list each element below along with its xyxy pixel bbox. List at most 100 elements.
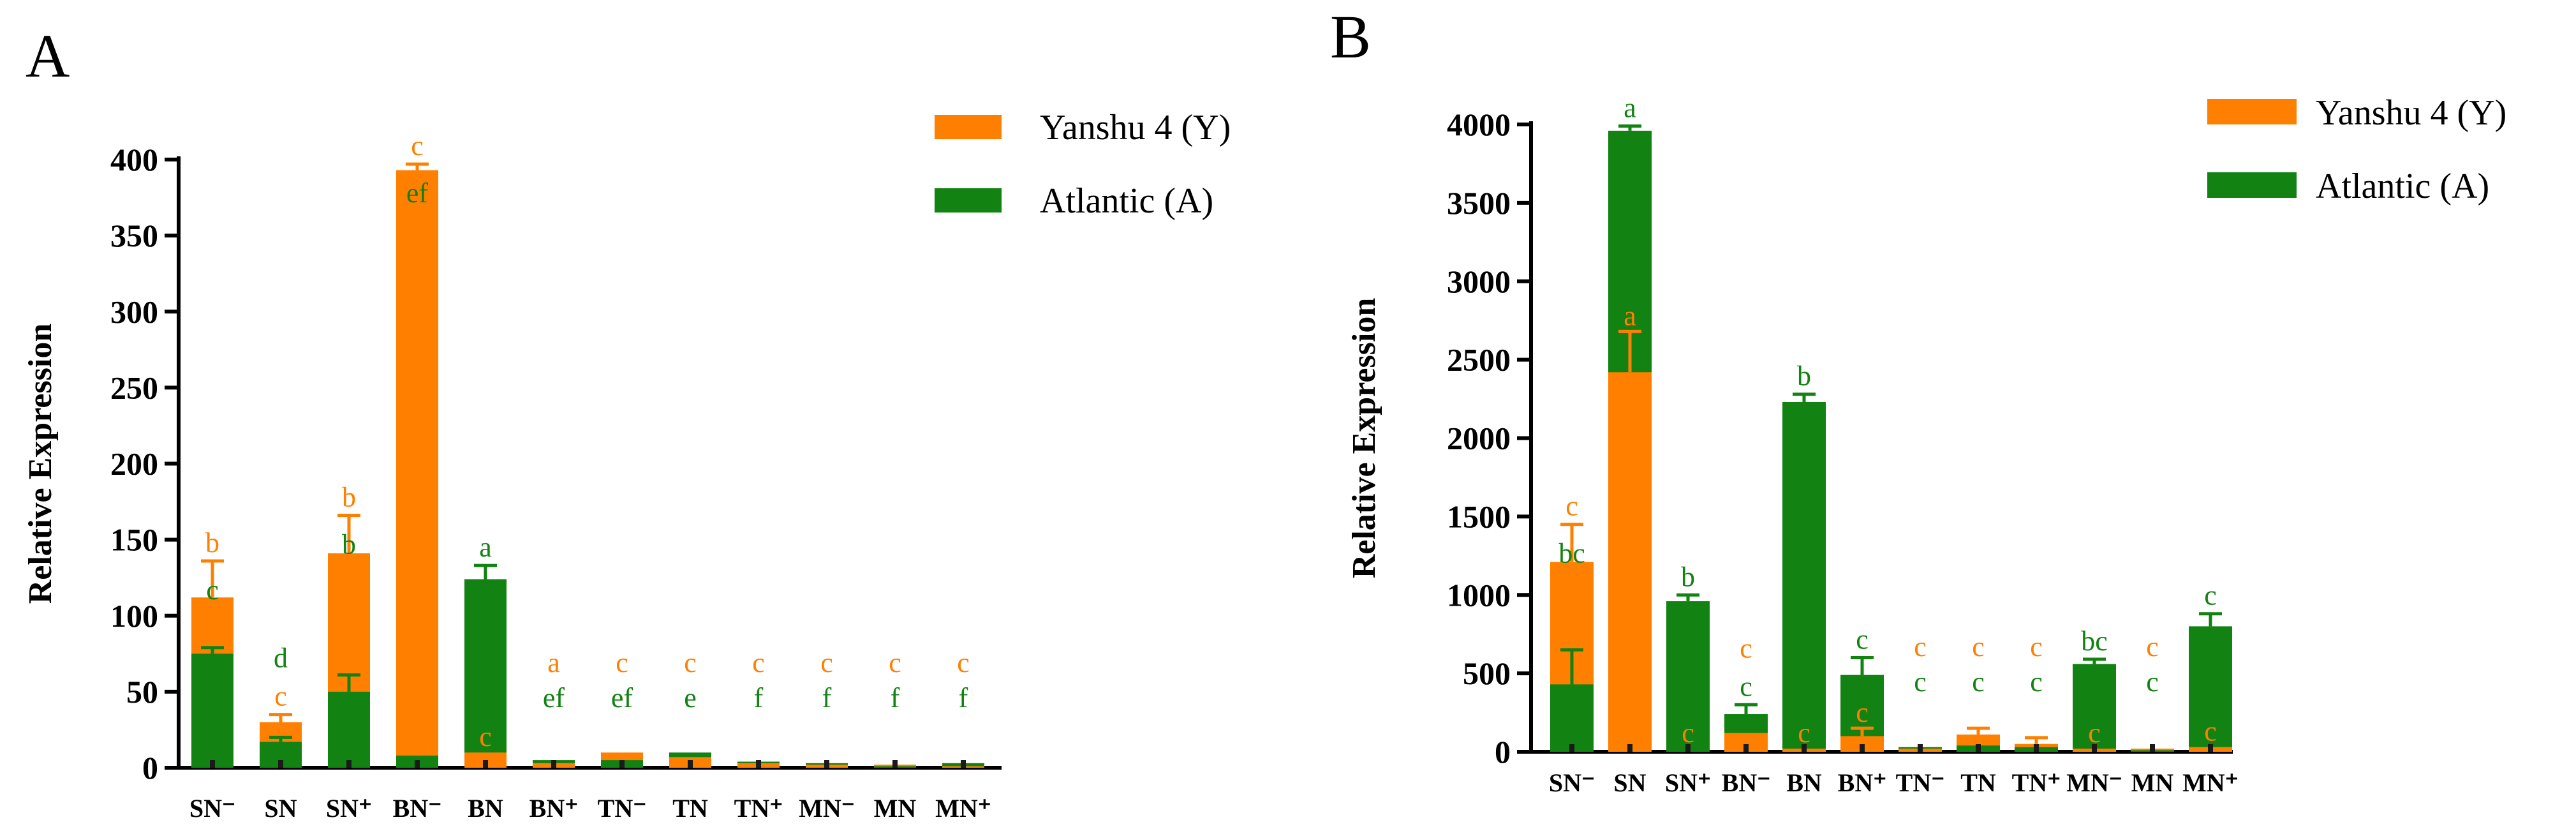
bar-base-marker — [2034, 744, 2039, 752]
x-tick-label: TN⁺ — [2012, 768, 2061, 797]
x-tick-label: MN⁺ — [935, 794, 991, 823]
x-tick-label: TN⁻ — [1896, 768, 1945, 797]
y-tick-label: 2000 — [1447, 421, 1511, 456]
bar-base-marker — [1569, 744, 1574, 752]
y-tick-label: 100 — [110, 598, 158, 634]
y-tick-label: 250 — [110, 370, 158, 405]
y-axis-label-b: Relative Expression — [1346, 298, 1382, 579]
bar-base-marker — [2092, 744, 2097, 752]
significance-letter-yanshu: c — [1914, 631, 1927, 662]
bar-base-marker — [756, 760, 761, 768]
x-tick-label: SN — [1613, 768, 1646, 797]
legend-label-yanshu: Yanshu 4 (Y) — [2316, 93, 2506, 133]
significance-letter-atlantic: b — [342, 529, 356, 560]
significance-letter-yanshu: c — [889, 647, 901, 678]
bar-atlantic-a — [191, 653, 233, 768]
significance-letter-yanshu: b — [205, 527, 219, 558]
significance-letter-atlantic: e — [684, 682, 697, 713]
bar-base-marker — [278, 760, 283, 768]
significance-letter-atlantic: c — [206, 574, 219, 606]
x-tick-label: TN — [672, 794, 708, 823]
x-tick-label: MN⁻ — [799, 794, 855, 823]
x-tick-label: MN — [874, 794, 917, 823]
bar-base-marker — [961, 760, 966, 768]
legend-label-atlantic: Atlantic (A) — [2316, 167, 2489, 206]
significance-letter-atlantic: c — [1740, 671, 1752, 702]
significance-letter-yanshu: a — [547, 647, 560, 678]
significance-letter-yanshu: c — [2146, 631, 2159, 662]
significance-letter-yanshu: c — [1566, 491, 1578, 522]
bar-base-marker — [824, 760, 829, 768]
y-tick-label: 350 — [110, 218, 158, 253]
bar-base-marker — [1685, 744, 1691, 752]
significance-letter-atlantic: f — [754, 682, 764, 713]
bar-base-marker — [2208, 744, 2213, 752]
significance-letter-yanshu: c — [957, 647, 970, 678]
legend-label-yanshu: Yanshu 4 (Y) — [1040, 108, 1231, 147]
panel-letter-b: B — [1330, 3, 1371, 71]
significance-letter-atlantic: bc — [1558, 538, 1585, 569]
legend-swatch-yanshu — [935, 115, 1002, 139]
x-tick-label: TN⁻ — [598, 794, 647, 823]
bar-atlantic-b — [2189, 626, 2232, 752]
significance-letter-yanshu: b — [342, 482, 356, 513]
bar-atlantic-a — [328, 691, 370, 768]
y-tick-label: 0 — [142, 750, 158, 786]
x-tick-label: BN — [1786, 768, 1822, 797]
y-tick-label: 150 — [110, 522, 158, 558]
x-tick-label: BN — [468, 794, 503, 823]
bar-base-marker — [1743, 744, 1749, 752]
bar-base-marker — [1976, 744, 1981, 752]
bar-base-marker — [1860, 744, 1865, 752]
significance-letter-yanshu: c — [752, 647, 765, 678]
y-tick-label: 2500 — [1447, 342, 1511, 378]
y-axis-label-a: Relative Expression — [22, 324, 59, 604]
bar-base-marker — [892, 760, 898, 768]
significance-letter-yanshu: c — [2204, 716, 2217, 747]
significance-letter-atlantic: c — [1972, 666, 1985, 698]
x-tick-label: BN⁻ — [1722, 768, 1771, 797]
bar-base-marker — [1802, 744, 1807, 752]
significance-letter-yanshu: c — [2088, 717, 2101, 749]
significance-letter-atlantic: f — [959, 682, 968, 713]
y-tick-label: 500 — [1463, 655, 1511, 691]
significance-letter-atlantic: d — [274, 643, 288, 674]
bar-base-marker — [688, 760, 693, 768]
y-tick-label: 1500 — [1447, 498, 1511, 534]
bar-base-marker — [551, 760, 556, 768]
bar-yanshu-a — [396, 170, 438, 768]
bar-base-marker — [619, 760, 625, 768]
significance-letter-yanshu: c — [1856, 697, 1869, 728]
significance-letter-atlantic: b — [1681, 561, 1695, 592]
y-tick-label: 0 — [1495, 734, 1511, 770]
significance-letter-atlantic: c — [1914, 666, 1927, 698]
significance-letter-yanshu: c — [2030, 631, 2043, 662]
y-tick-label: 200 — [110, 446, 158, 482]
bar-base-marker — [1627, 744, 1632, 752]
x-tick-label: SN⁻ — [189, 794, 235, 823]
significance-letter-yanshu: c — [1740, 632, 1752, 664]
bar-atlantic-b — [1550, 684, 1594, 752]
y-tick-label: 300 — [110, 294, 158, 329]
bar-base-marker — [346, 760, 352, 768]
bar-atlantic-b — [1782, 401, 1826, 752]
bar-base-marker — [210, 760, 215, 768]
x-tick-label: MN — [2131, 768, 2174, 797]
significance-letter-yanshu: c — [1798, 717, 1810, 749]
x-tick-label: SN⁻ — [1549, 768, 1595, 797]
significance-letter-yanshu: c — [411, 130, 424, 161]
x-tick-label: MN⁺ — [2182, 768, 2239, 797]
y-tick-label: 50 — [126, 674, 158, 710]
legend-swatch-atlantic — [2207, 172, 2297, 198]
significance-letter-atlantic: a — [1624, 92, 1636, 123]
x-tick-label: TN⁺ — [734, 794, 783, 823]
significance-letter-yanshu: c — [1972, 631, 1985, 662]
panel-letter-a: A — [26, 22, 70, 90]
significance-letter-yanshu: a — [1624, 300, 1636, 331]
y-tick-label: 3000 — [1447, 264, 1511, 299]
y-tick-label: 1000 — [1447, 577, 1511, 613]
significance-letter-atlantic: f — [891, 682, 900, 713]
significance-letter-atlantic: f — [822, 682, 832, 713]
x-tick-label: SN — [264, 794, 297, 823]
